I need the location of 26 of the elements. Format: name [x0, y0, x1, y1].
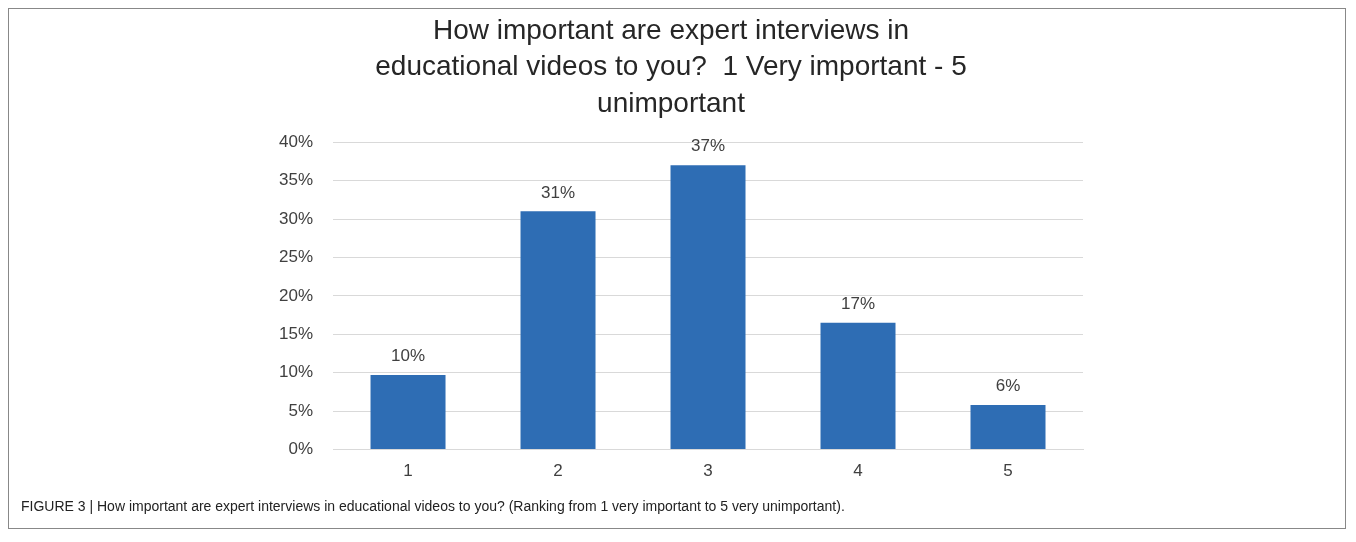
data-label: 37%	[691, 136, 726, 156]
x-tick-label: 3	[703, 461, 713, 481]
chart-title: How important are expert interviews in educational videos to you? 1 Very important - 5 unimportant	[375, 13, 967, 118]
bar	[820, 322, 896, 450]
y-tick-label: 20%	[278, 285, 314, 305]
data-label: 31%	[541, 182, 576, 202]
y-tick-label: 0%	[288, 439, 314, 459]
data-label: 10%	[391, 346, 426, 366]
y-tick-label: 5%	[288, 400, 314, 420]
y-tick-label: 15%	[278, 324, 314, 344]
y-tick-label: 30%	[278, 208, 314, 228]
data-label: 17%	[840, 293, 876, 313]
caption: FIGURE 3 | How important are expert interviews in educational videos to you? (Ranking from 1 very important to 5 very unimportant).	[20, 497, 846, 516]
x-tick-label: 2	[553, 461, 563, 481]
y-tick-label: 40%	[278, 131, 314, 151]
bar	[520, 211, 596, 450]
bar	[370, 375, 446, 450]
x-tick-label: 5	[1003, 461, 1013, 481]
y-tick-label: 25%	[278, 247, 314, 267]
y-tick-label: 10%	[278, 362, 314, 382]
x-tick-label: 1	[403, 461, 413, 481]
bar	[970, 405, 1046, 450]
x-tick-label: 4	[853, 461, 863, 481]
data-label: 6%	[995, 376, 1021, 396]
y-tick-label: 35%	[278, 170, 314, 190]
bar	[670, 165, 746, 450]
